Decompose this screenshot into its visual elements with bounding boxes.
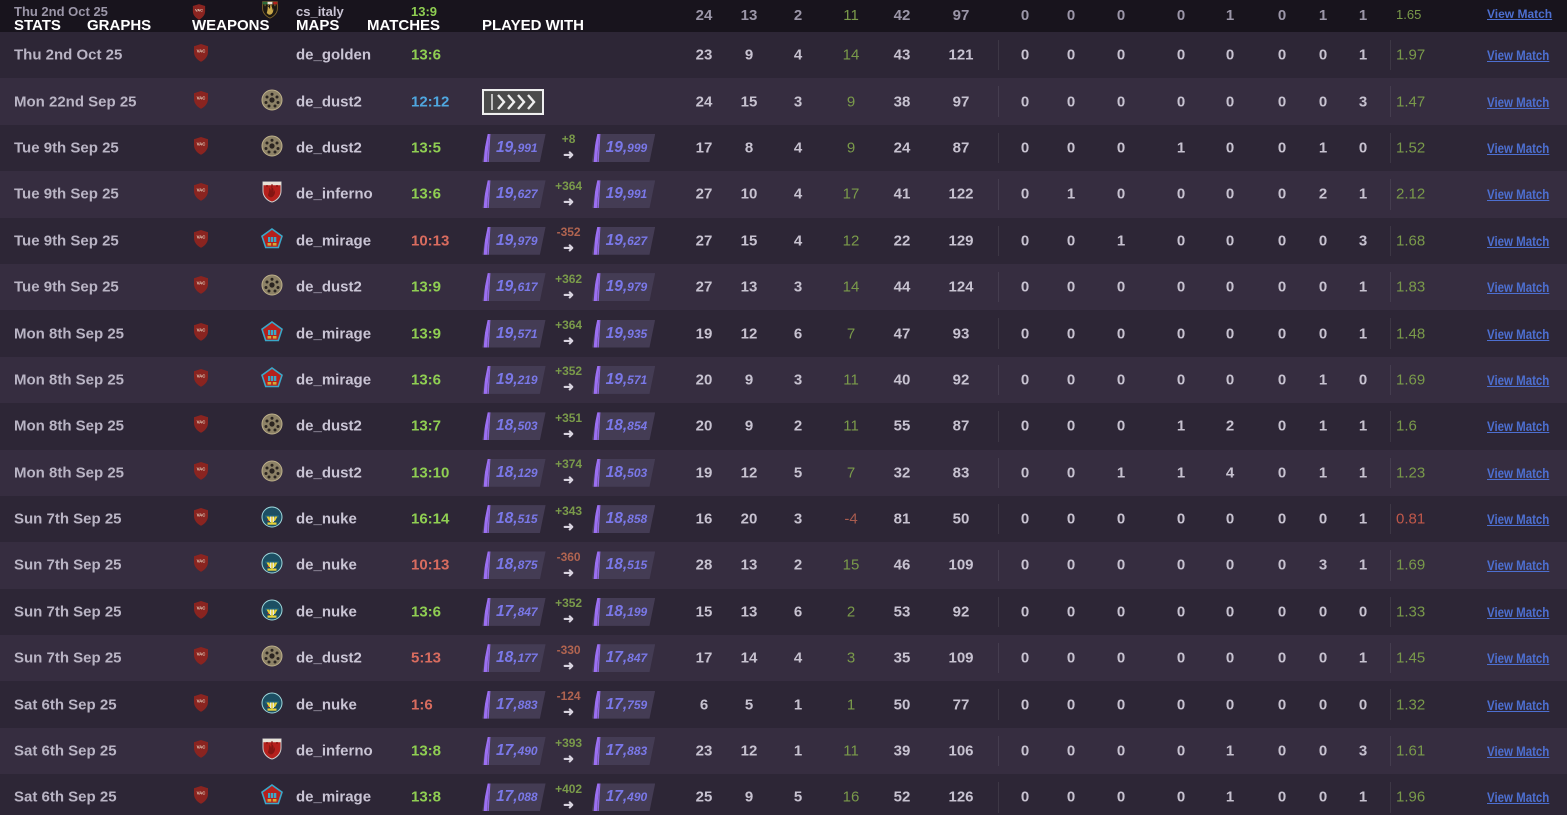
svg-text:VAC: VAC — [197, 141, 206, 146]
svg-text:VAC: VAC — [197, 327, 206, 332]
svg-text:VAC: VAC — [197, 234, 206, 239]
svg-text:VAC: VAC — [195, 9, 203, 13]
svg-text:VAC: VAC — [197, 95, 206, 100]
svg-text:VAC: VAC — [197, 373, 206, 378]
svg-text:VAC: VAC — [197, 188, 206, 193]
svg-text:VAC: VAC — [197, 466, 206, 471]
svg-text:VAC: VAC — [197, 652, 206, 657]
svg-text:VAC: VAC — [197, 745, 206, 750]
svg-text:VAC: VAC — [197, 791, 206, 796]
svg-text:VAC: VAC — [197, 281, 206, 286]
svg-text:VAC: VAC — [197, 698, 206, 703]
svg-text:VAC: VAC — [197, 49, 206, 54]
svg-text:VAC: VAC — [197, 559, 206, 564]
svg-text:VAC: VAC — [197, 420, 206, 425]
svg-text:VAC: VAC — [197, 605, 206, 610]
svg-text:VAC: VAC — [197, 513, 206, 518]
